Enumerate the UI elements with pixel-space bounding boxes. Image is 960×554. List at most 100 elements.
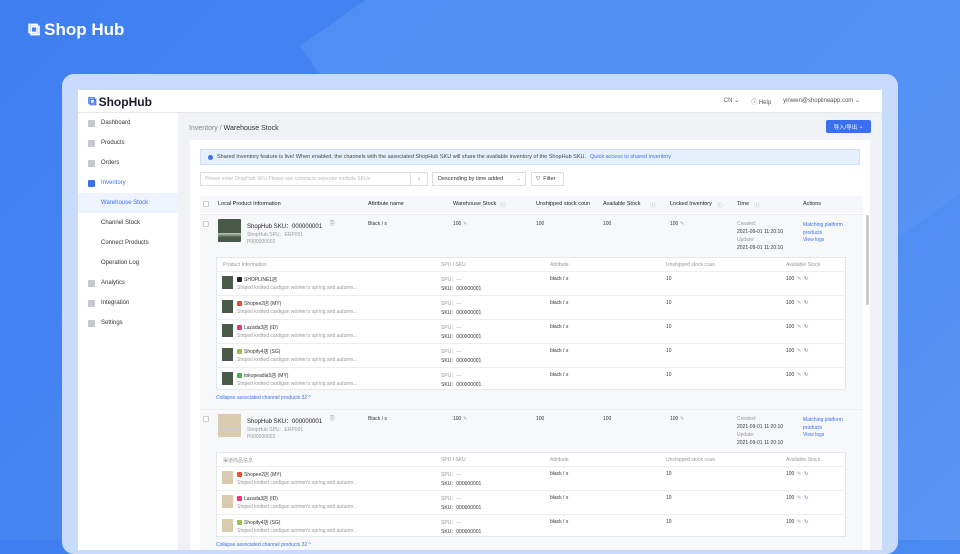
logo-text: ShopHub (98, 94, 152, 109)
sidebar-item-settings[interactable]: Settings (78, 313, 178, 333)
app-logo[interactable]: ⧉ ShopHub (88, 94, 152, 109)
attribute-value: black / s (550, 519, 569, 525)
language-select[interactable]: CN ⌄ (723, 98, 740, 104)
sync-icon[interactable]: ↻ (804, 519, 809, 525)
select-all-checkbox[interactable] (203, 201, 209, 207)
sort-select[interactable]: Descending by time added ⌄ (432, 172, 526, 186)
sync-icon[interactable]: ↻ (804, 300, 809, 306)
logo-icon: ⧉ (88, 94, 97, 108)
matching-platform-link[interactable]: Matching platform products (803, 222, 843, 236)
filter-button[interactable]: ▽ Filter (531, 172, 564, 186)
unshipped-count: 10 (666, 519, 672, 525)
sidebar-item-connect-products[interactable]: Connect Products (78, 233, 178, 253)
sync-icon[interactable]: ↻ (804, 324, 809, 330)
edit-icon[interactable]: ✎ (797, 324, 802, 330)
sidebar-item-analytics[interactable]: Analytics (78, 273, 178, 293)
edit-icon[interactable]: ✎ (797, 372, 802, 378)
help-link[interactable]: ⓘ Help (751, 100, 772, 106)
updated-time: 2021-09-01 11:20:10 (737, 440, 784, 446)
import-export-button[interactable]: 导入/导出 ⌄ (826, 120, 871, 133)
unshipped-count: 100 (536, 416, 545, 422)
view-logs-link[interactable]: View logs (803, 432, 825, 438)
sidebar-item-label: Warehouse Stock (101, 200, 149, 206)
sidebar-item-warehouse-stock[interactable]: Warehouse Stock (78, 193, 178, 213)
product-title[interactable]: Striped knitted cardigan women's spring … (237, 285, 358, 291)
breadcrumb: Inventory / Warehouse Stock (189, 125, 279, 132)
edit-icon[interactable]: ✎ (797, 471, 802, 477)
collapse-channel-products-link[interactable]: Collapse associated channel products 32 … (216, 542, 311, 548)
sync-icon[interactable]: ↻ (804, 372, 809, 378)
unshipped-count: 10 (666, 348, 672, 354)
sidebar-item-products[interactable]: Products (78, 133, 178, 153)
edit-icon[interactable]: ✎ (797, 519, 802, 525)
available-stock: 100 (786, 519, 795, 525)
breadcrumb-parent[interactable]: Inventory (189, 125, 218, 132)
sidebar-item-orders[interactable]: Orders (78, 153, 178, 173)
edit-icon[interactable]: ✎ (797, 300, 802, 306)
product-thumbnail (218, 414, 241, 437)
product-title[interactable]: Striped knitted cardigan women's spring … (237, 333, 358, 339)
sku-search-input[interactable]: Please enter ShopHub SKU.Please use comm… (200, 172, 428, 186)
available-stock: 100 (786, 276, 795, 282)
channel-thumbnail (222, 372, 233, 385)
available-stock: 100 (786, 300, 795, 306)
column-header: Local Product Information (218, 201, 281, 207)
collapse-channel-products-link[interactable]: Collapse associated channel products 32 … (216, 395, 311, 401)
channel-icon (237, 373, 242, 379)
sync-icon[interactable]: ↻ (804, 276, 809, 282)
sub-column-header: Available Stock (786, 457, 821, 463)
unshipped-count: 100 (536, 221, 545, 227)
sub-column-header: Unshipped stock coun (666, 457, 716, 463)
breadcrumb-current: Warehouse Stock (223, 125, 279, 132)
view-logs-link[interactable]: View logs (803, 237, 825, 243)
product-title[interactable]: Striped knitted cardigan women's spring … (237, 528, 358, 534)
sidebar-item-channel-stock[interactable]: Channel Stock (78, 213, 178, 233)
sync-icon[interactable]: ↻ (804, 348, 809, 354)
product-thumbnail (218, 219, 241, 242)
channel-icon (237, 520, 242, 526)
sidebar-item-integration[interactable]: Integration (78, 293, 178, 313)
channel-label: Lazada3店 (ID) (244, 325, 278, 331)
sku-label: ShopHub SKU：000000001 (247, 419, 323, 425)
product-title[interactable]: Striped knitted cardigan women's spring … (237, 357, 358, 363)
shared-inventory-link[interactable]: Quick access to shared inventory (590, 154, 672, 160)
row-checkbox[interactable] (203, 416, 209, 422)
sidebar-item-label: Operation Log (101, 260, 140, 266)
channel-label: Shopify4店 (SG) (244, 520, 281, 526)
product-title[interactable]: Striped knitted cardigan women's spring … (237, 504, 358, 510)
sidebar-item-operation-log[interactable]: Operation Log (78, 253, 178, 273)
created-time: 2021-09-01 11:20:10 (737, 229, 784, 235)
edit-icon[interactable]: ✎ (797, 276, 802, 282)
edit-icon[interactable]: ✎ (680, 416, 685, 422)
channel-thumbnail (222, 324, 233, 337)
sidebar-item-label: Connect Products (101, 240, 149, 246)
product-title[interactable]: Striped knitted cardigan women's spring … (237, 309, 358, 315)
product-title[interactable]: Striped knitted cardigan women's spring … (237, 381, 358, 387)
user-menu[interactable]: yinwen@shoplineapp.com ⌄ (783, 98, 860, 104)
channel-name: Shopify4店 (SG) (237, 348, 280, 355)
matching-platform-link[interactable]: Matching platform products (803, 417, 843, 431)
scrollbar[interactable] (866, 215, 869, 305)
copy-icon[interactable]: ⎘ (330, 221, 335, 227)
edit-icon[interactable]: ✎ (680, 221, 685, 227)
edit-icon[interactable]: ✎ (797, 348, 802, 354)
edit-icon[interactable]: ✎ (797, 495, 802, 501)
channel-name: Lazada3店 (ID) (237, 495, 278, 502)
channel-thumbnail (222, 348, 233, 361)
spu-value: SPU：--- (441, 325, 462, 331)
edit-icon[interactable]: ✎ (463, 221, 468, 227)
channel-thumbnail (222, 495, 233, 508)
edit-icon[interactable]: ✎ (463, 416, 468, 422)
search-icon[interactable]: ⌕ (410, 173, 427, 185)
sidebar-item-inventory[interactable]: Inventory (78, 173, 178, 193)
sync-icon[interactable]: ↻ (804, 471, 809, 477)
sidebar-item-dashboard[interactable]: Dashboard (78, 113, 178, 133)
copy-icon[interactable]: ⎘ (330, 416, 335, 422)
row-checkbox[interactable] (203, 221, 209, 227)
channel-label: Shopify4店 (SG) (244, 349, 281, 355)
column-header: Locked Inventory (670, 201, 712, 207)
sync-icon[interactable]: ↻ (804, 495, 809, 501)
product-title[interactable]: Striped knitted cardigan women's spring … (237, 480, 358, 486)
nav-icon (88, 319, 95, 327)
sub-column-header: Available Stock (786, 262, 821, 268)
